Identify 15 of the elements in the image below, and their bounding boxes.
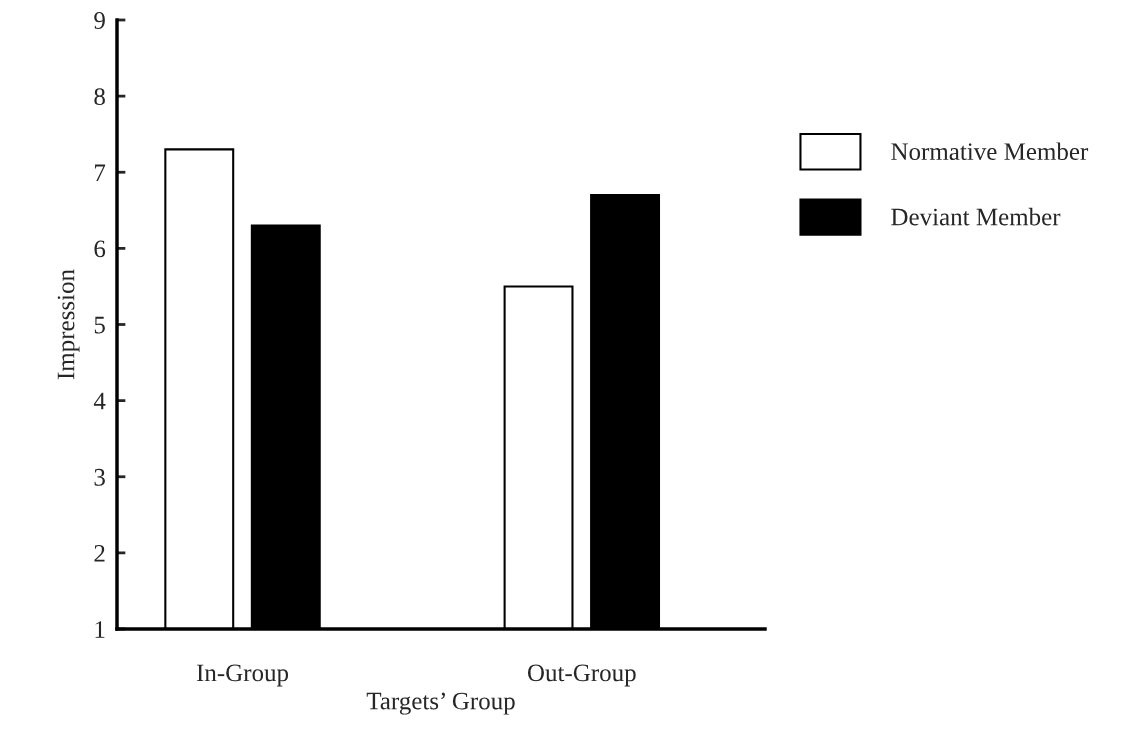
y-tick-label: 4	[93, 392, 106, 410]
x-tick-label: Out-Group	[527, 664, 636, 687]
y-axis-title: Impression	[57, 269, 80, 380]
x-axis-title: Targets’ Group	[366, 692, 515, 715]
y-tick-label: 5	[94, 316, 105, 334]
y-tick-label: 2	[94, 544, 105, 562]
y-tick-label: 1	[95, 621, 105, 638]
y-tick-label: 6	[94, 240, 106, 258]
x-tick-label: In-Group	[196, 664, 289, 687]
legend-label: Deviant Member	[891, 207, 1061, 226]
y-tick-label: 9	[94, 12, 105, 29]
y-tick-label: 8	[94, 88, 105, 106]
legend-label: Normative Member	[891, 142, 1089, 161]
y-tick-label: 7	[95, 164, 106, 181]
y-tick-label: 3	[94, 468, 105, 486]
